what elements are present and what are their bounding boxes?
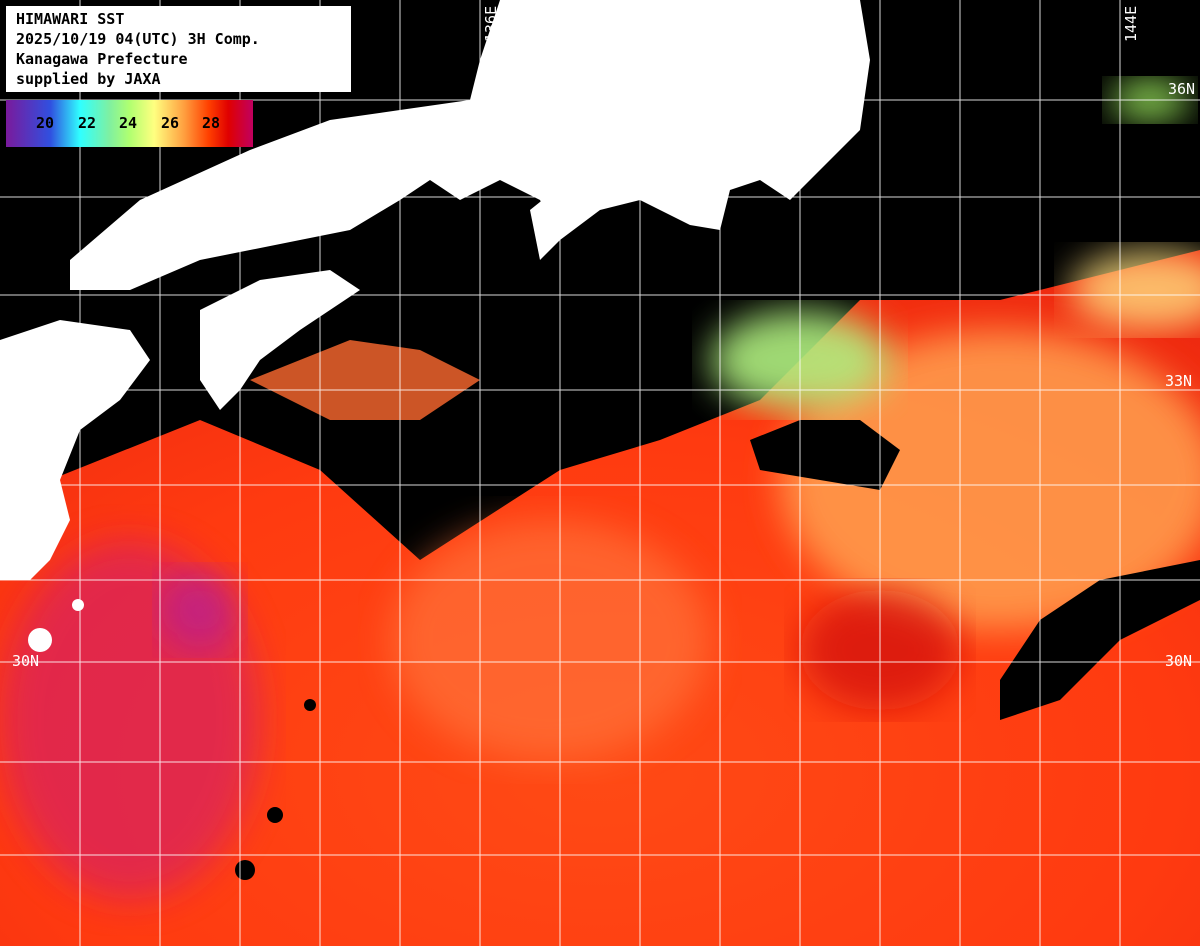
legend-tick: 22 (78, 114, 97, 132)
title-line-1: HIMAWARI SST (16, 10, 125, 28)
lon-label-144e: 144E (1122, 5, 1140, 42)
ocean-sst (0, 80, 1200, 946)
lon-label-136e: 136E (482, 5, 500, 42)
lat-label-30n-right: 30N (1165, 652, 1193, 670)
legend-tick: 26 (161, 114, 180, 132)
title-line-4: supplied by JAXA (16, 70, 161, 88)
lat-label-36n: 36N (1168, 80, 1196, 98)
title-line-2: 2025/10/19 04(UTC) 3H Comp. (16, 30, 260, 48)
color-scale-legend: 20 22 24 26 28 (6, 100, 253, 147)
legend-tick: 20 (36, 114, 55, 132)
legend-tick: 28 (202, 114, 221, 132)
title-box: HIMAWARI SST 2025/10/19 04(UTC) 3H Comp.… (6, 6, 351, 92)
lat-label-30n-left: 30N (12, 652, 40, 670)
lat-label-33n-left: 33N (8, 372, 36, 390)
lat-label-33n-right: 33N (1165, 372, 1193, 390)
title-line-3: Kanagawa Prefecture (16, 50, 188, 68)
legend-tick: 24 (119, 114, 138, 132)
